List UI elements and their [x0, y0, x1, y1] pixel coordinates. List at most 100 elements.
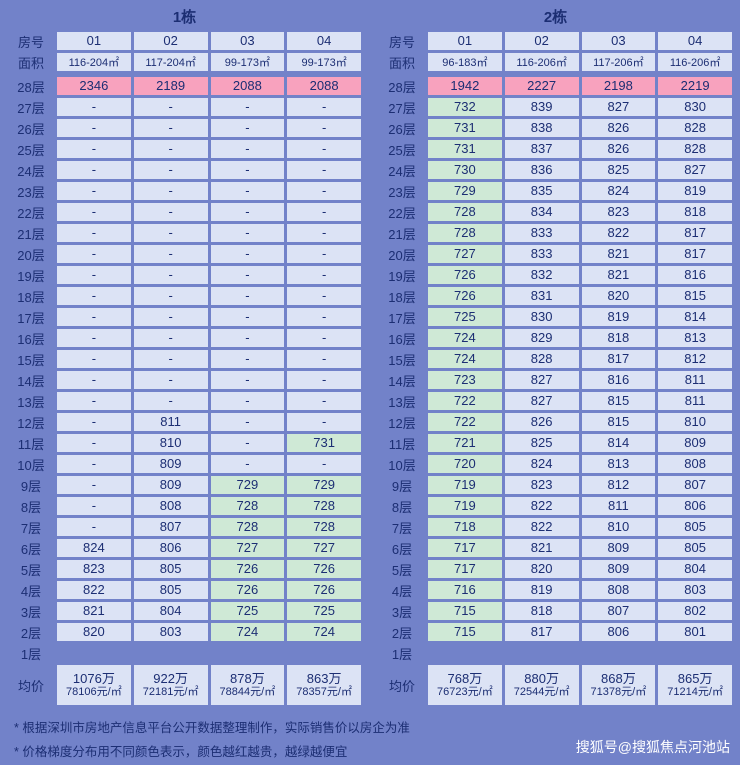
price-cell: 829 — [504, 329, 579, 347]
table-row: 23层 729 835 824 819 — [379, 182, 732, 201]
header-data-gap — [8, 72, 361, 75]
price-cell: - — [133, 161, 208, 179]
price-cell: 808 — [658, 455, 732, 473]
average-cell: 865万 71214元/㎡ — [658, 665, 732, 705]
price-cell — [134, 644, 208, 662]
price-cell — [505, 644, 579, 662]
floor-label: 1层 — [20, 647, 42, 662]
floor-label: 3层 — [391, 605, 413, 620]
average-total: 768万 — [447, 670, 483, 686]
price-cell: 811 — [658, 371, 732, 389]
price-cell — [658, 644, 732, 662]
price-cell: 833 — [504, 224, 579, 242]
price-cell: 727 — [287, 539, 361, 557]
notes: * 根据深圳市房地产信息平台公开数据整理制作，实际销售价以房企为准 * 价格梯度… — [8, 717, 732, 760]
table-row: 11层 721 825 814 809 — [379, 434, 732, 453]
average-unit: 78106元/㎡ — [66, 686, 122, 699]
price-cell: - — [57, 497, 131, 515]
table-row: 21层 - - - - — [8, 224, 361, 243]
table-row: 5层 717 820 809 804 — [379, 560, 732, 579]
price-cell: 816 — [581, 371, 656, 389]
price-cell: - — [133, 329, 208, 347]
price-cell: - — [57, 413, 131, 431]
price-cell: 822 — [581, 224, 656, 242]
price-cell: 819 — [504, 581, 579, 599]
watermark: 搜狐号@搜狐焦点河池站 — [575, 739, 730, 755]
price-cell: - — [57, 329, 131, 347]
table-row: 8层 -808 728 728 — [8, 497, 361, 516]
price-cell: 823 — [57, 560, 131, 578]
floor-label: 9层 — [20, 479, 42, 494]
floor-label: 5层 — [391, 563, 413, 578]
price-cell: - — [210, 140, 285, 158]
price-cell: 805 — [658, 518, 732, 536]
average-total: 868万 — [601, 670, 636, 686]
price-cell: - — [57, 308, 131, 326]
buildings-container: 1栋 房号 01 02 03 04 面积 116-204㎡ 117-204㎡ 99-173㎡ 99-… — [8, 6, 732, 705]
average-unit: 72544元/㎡ — [513, 686, 570, 699]
table-row: 26层 731 838 826 828 — [379, 119, 732, 138]
average-unit: 78844元/㎡ — [219, 686, 276, 699]
table-row: 7层 718 822 810 805 — [379, 518, 732, 537]
price-cell: 815 — [658, 287, 732, 305]
floor-label: 1层 — [391, 647, 413, 662]
price-cell: 726 — [287, 560, 361, 578]
price-cell: - — [133, 245, 208, 263]
price-cell: 824 — [504, 455, 579, 473]
floor-label: 17层 — [388, 311, 416, 326]
price-cell: 817 — [658, 245, 732, 263]
price-cell: - — [57, 476, 131, 494]
price-cell: - — [133, 182, 208, 200]
price-cell: 2088 — [210, 77, 285, 95]
price-cell: 834 — [504, 203, 579, 221]
price-cell: 2219 — [658, 77, 732, 95]
price-cell — [287, 644, 361, 662]
floor-label: 10层 — [17, 458, 45, 473]
price-cell: 804 — [133, 602, 208, 620]
floor-label: 11层 — [17, 437, 45, 452]
area-cell: 96-183㎡ — [428, 53, 502, 71]
price-cell: 726 — [428, 266, 502, 284]
table-row: 13层 - - - - — [8, 392, 361, 411]
table-row: 16层 724 829 818 813 — [379, 329, 732, 348]
area-header-row: 面积 116-204㎡ 117-204㎡ 99-173㎡ 99-173㎡ — [8, 53, 361, 72]
price-cell: 719 — [428, 497, 502, 515]
room-number-cell: 04 — [287, 32, 361, 50]
price-cell: 804 — [658, 560, 732, 578]
room-header-row: 房号 01 02 03 04 — [8, 32, 361, 51]
price-cell: 728 — [210, 497, 285, 515]
price-cell: 822 — [504, 518, 579, 536]
price-cell: - — [210, 329, 285, 347]
price-cell: 819 — [581, 308, 656, 326]
table-row: 28层 1942 2227 2198 2219 — [379, 77, 732, 96]
floor-label: 8层 — [391, 500, 413, 515]
price-cell: 728 — [210, 518, 285, 536]
floor-label: 21层 — [388, 227, 416, 242]
price-cell: 805 — [133, 560, 208, 578]
price-cell: - — [133, 140, 208, 158]
price-cell: 727 — [428, 245, 502, 263]
table-row: 22层 728 834 823 818 — [379, 203, 732, 222]
area-header-row: 面积 96-183㎡ 116-206㎡ 117-206㎡ 116-206㎡ — [379, 53, 732, 72]
average-cell: 878万 78844元/㎡ — [210, 665, 285, 705]
price-cell: - — [287, 224, 361, 242]
price-cell: 821 — [581, 245, 656, 263]
price-cell: - — [287, 119, 361, 137]
price-cell: - — [210, 98, 285, 116]
price-cell: 809 — [133, 476, 208, 494]
price-cell: 818 — [658, 203, 732, 221]
price-cell: 822 — [504, 497, 579, 515]
price-cell: 717 — [428, 560, 502, 578]
average-label: 均价 — [388, 678, 415, 694]
price-cell: - — [287, 287, 361, 305]
price-cell: 806 — [581, 623, 656, 641]
table-row: 8层 719 822 811 806 — [379, 497, 732, 516]
table-row: 27层 - - - - — [8, 98, 361, 117]
price-cell: 824 — [57, 539, 131, 557]
price-cell: 715 — [428, 602, 502, 620]
price-cell: - — [57, 455, 131, 473]
price-cell: - — [210, 371, 285, 389]
floor-label: 14层 — [388, 374, 416, 389]
price-cell: 729 — [210, 476, 285, 494]
price-cell: 724 — [210, 623, 285, 641]
